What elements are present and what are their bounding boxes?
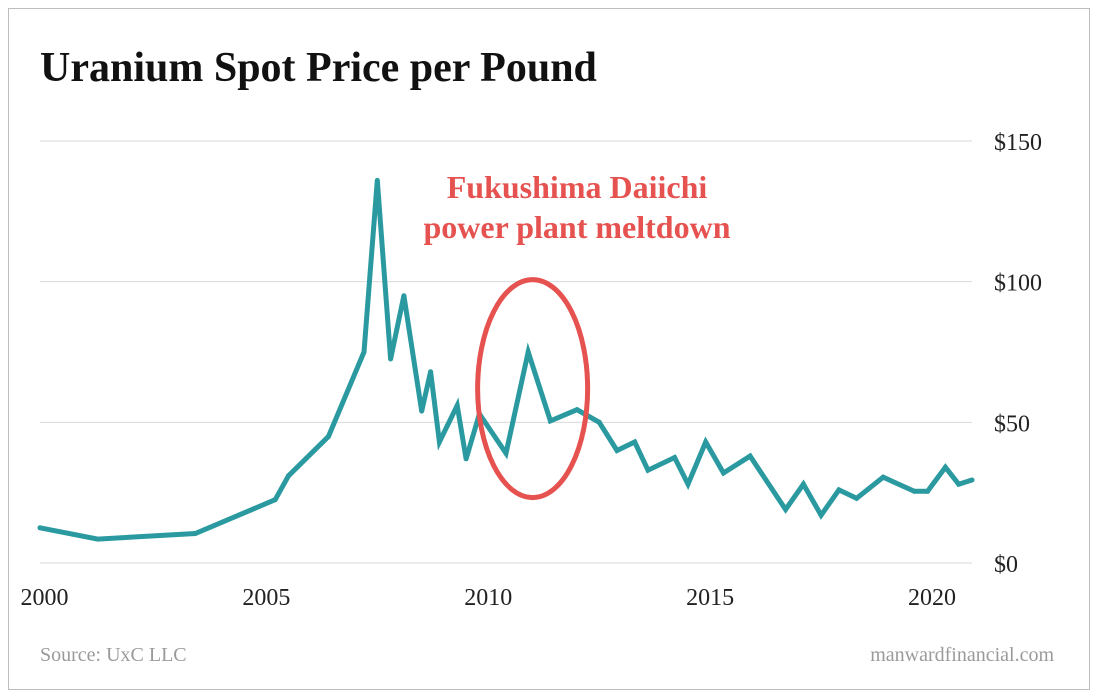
data-point [956, 481, 962, 487]
data-point [783, 507, 789, 512]
y-tick-label: $150 [994, 130, 1042, 156]
data-point [854, 495, 860, 501]
data-point [463, 456, 469, 462]
data-point [596, 419, 602, 425]
data-point [942, 464, 948, 470]
y-tick-label: $50 [994, 411, 1030, 437]
data-point [721, 470, 726, 476]
tick-labels: $0 $50 $100 $150 2000 2005 2010 2015 2020 [20, 130, 1042, 611]
data-point [880, 474, 886, 480]
data-point [672, 455, 678, 460]
x-tick-label: 2000 [20, 585, 68, 611]
data-point [436, 439, 442, 445]
data-point [911, 488, 917, 494]
data-point [503, 450, 509, 456]
data-point [388, 356, 394, 362]
data-point [800, 481, 806, 487]
data-point [614, 448, 620, 453]
data-point [645, 467, 651, 473]
data-point [969, 477, 975, 483]
data-point [525, 349, 531, 355]
data-point [747, 453, 753, 459]
data-point [428, 369, 434, 375]
data-point [192, 531, 198, 536]
x-tick-label: 2020 [908, 585, 956, 611]
y-tick-label: $0 [994, 552, 1018, 578]
data-point [632, 439, 638, 445]
x-tick-label: 2015 [686, 585, 734, 611]
annotation-circle [475, 277, 591, 501]
annotation-layer: Fukushima Daiichi power plant meltdown [424, 169, 731, 501]
data-point [925, 488, 931, 494]
data-point [361, 349, 367, 355]
chart-frame [8, 8, 1090, 690]
chart-title: Uranium Spot Price per Pound [40, 45, 597, 91]
data-point [326, 433, 331, 439]
source-note: Source: UxC LLC [40, 644, 187, 666]
data-point [454, 403, 460, 408]
data-point [836, 487, 842, 493]
data-point [703, 439, 709, 445]
data-point [37, 525, 43, 531]
data-point [286, 473, 291, 479]
data-point [401, 293, 407, 299]
data-point [374, 177, 380, 183]
data-point [547, 418, 553, 424]
data-point [685, 481, 691, 487]
annotation-label: power plant meltdown [424, 209, 731, 245]
data-point [419, 408, 425, 414]
x-tick-label: 2005 [242, 585, 290, 611]
annotation-label: Fukushima Daiichi [447, 169, 708, 205]
data-point [95, 536, 101, 542]
data-point [818, 512, 824, 518]
data-point [272, 497, 278, 503]
data-point [574, 407, 580, 413]
gridlines [40, 140, 972, 564]
y-tick-label: $100 [994, 271, 1042, 297]
site-credit: manwardfinancial.com [870, 644, 1054, 666]
x-tick-label: 2010 [464, 585, 512, 611]
